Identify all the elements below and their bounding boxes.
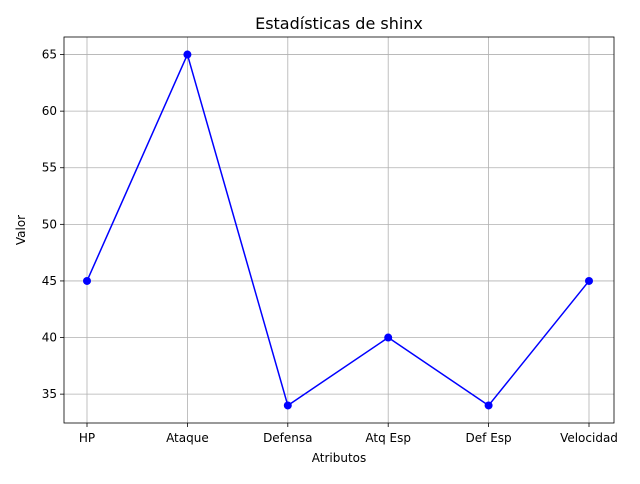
tick-layer: HP Ataque Defensa Atq Esp Def Esp Velocidad 35… xyxy=(42,48,618,445)
y-axis-label: Valor xyxy=(14,215,28,245)
data-point-defensa xyxy=(283,401,292,410)
grid-lines xyxy=(64,37,614,423)
y-tick-label: 55 xyxy=(42,161,57,175)
data-point-atq-esp xyxy=(384,333,393,342)
x-tick-label: HP xyxy=(79,431,95,445)
data-point-ataque xyxy=(183,50,192,59)
data-point-velocidad xyxy=(585,276,593,285)
plot-frame xyxy=(63,36,615,424)
series-layer xyxy=(83,50,593,410)
x-tick-label: Ataque xyxy=(166,431,209,445)
y-tick-label: 60 xyxy=(42,104,57,118)
y-tick-label: 40 xyxy=(42,331,57,345)
x-tick-label: Atq Esp xyxy=(365,431,411,445)
chart-title: Estadísticas de shinx xyxy=(255,14,423,33)
x-tick-label: Defensa xyxy=(263,431,312,445)
x-tick-label: Def Esp xyxy=(466,431,512,445)
y-tick-label: 45 xyxy=(42,274,57,288)
y-tick-label: 35 xyxy=(42,387,57,401)
x-axis-label: Atributos xyxy=(312,451,367,465)
x-tick-label: Velocidad xyxy=(560,431,618,445)
y-tick-label: 50 xyxy=(42,217,57,231)
data-point-hp xyxy=(83,276,91,285)
data-point-def-esp xyxy=(484,401,493,410)
y-tick-label: 65 xyxy=(42,48,57,62)
series-line xyxy=(86,53,590,407)
